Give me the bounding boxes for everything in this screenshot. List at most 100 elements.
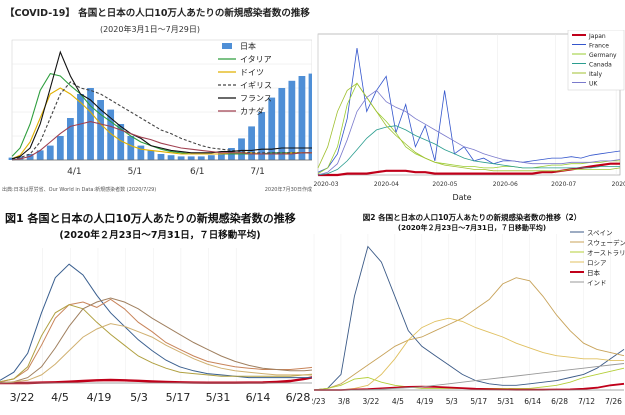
chart3-x-tick-label: 4/5 [51, 391, 69, 404]
chart2-legend-label: Japan [588, 33, 606, 40]
chart1-bar [288, 80, 296, 160]
chart3-x-tick-label: 5/3 [130, 391, 148, 404]
chart2-legend-label: France [589, 43, 609, 50]
chart2-x-tick-label: 2020-03 [313, 181, 338, 188]
chart4-legend-label: ロシア [587, 259, 607, 267]
chart1-subtitle: (2020年3月1日～7月29日) [100, 24, 200, 34]
chart1-bar [127, 136, 135, 160]
chart1-bar [238, 138, 245, 160]
chart3-series-line [0, 323, 318, 384]
chart3-x-tick-label: 6/14 [246, 391, 271, 404]
chart1-legend-label: 日本 [240, 41, 256, 51]
chart1-plot: 4/1 5/1 6/1 7/1 [8, 39, 316, 177]
chart3-series-line [0, 298, 318, 383]
chart2-x-tick-label: 2020-04 [374, 181, 399, 188]
chart4-legend-label: スペイン [587, 229, 613, 237]
chart1-footer: 2020年7月30日作成 [265, 186, 312, 193]
chart2-x-tick-label: 2020-05 [432, 181, 457, 188]
chart1-legend-label: ドイツ [240, 68, 264, 77]
chart4-x-tick-label: 7/12 [578, 397, 595, 406]
chart1-bar [97, 100, 104, 160]
chart1-legend-label: カナダ [240, 106, 264, 116]
chart3-svg: 図1 各国と日本の人口10万人あたりの新規感染者数の推移 (2020年２月23日… [0, 211, 318, 404]
chart4-subtitle: (2020年２月23日～7月31日，７日移動平均) [398, 223, 546, 232]
chart3-series-line [0, 304, 318, 383]
chart4-x-tick-label: 5/17 [470, 397, 487, 406]
chart1-bar [248, 126, 255, 160]
chart4-x-tick-label: 5/31 [497, 397, 514, 406]
chart1-bar [268, 97, 276, 160]
chart4-plot: 2/23 3/8 3/22 4/5 4/19 5/3 5/17 5/31 6/14 6/28 7/1… [312, 234, 625, 406]
chart1-x-tick-label: 5/1 [128, 167, 142, 177]
chart1-bar [137, 145, 145, 160]
chart4-legend-label: スウェーデン [587, 238, 625, 247]
chart1-bar [197, 156, 205, 160]
chart2-series-line [317, 48, 621, 173]
chart3-series-line [0, 263, 318, 381]
chart4-series-line [314, 382, 625, 391]
chart3-x-tick-label: 3/22 [10, 391, 35, 404]
chart2-legend-label: Italy [589, 71, 602, 78]
chart2-legend-label: Canada [589, 62, 612, 69]
chart2-legend: Japan France Germany Canada Italy UK [567, 30, 625, 91]
chart3-series-line [0, 297, 318, 384]
chart1-x-tick-label: 7/1 [250, 167, 264, 177]
chart3-x-tick-label: 5/31 [206, 391, 231, 404]
chart4-legend-label: 日本 [587, 268, 601, 277]
chart4-x-tick-label: 4/19 [416, 397, 433, 406]
chart-panel-3: 図1 各国と日本の人口10万人あたりの新規感染者数の推移 (2020年２月23日… [0, 203, 318, 415]
chart1-x-tick-label: 6/1 [190, 167, 204, 177]
chart4-x-tick-label: 5/3 [446, 397, 458, 406]
chart1-series-line [11, 81, 312, 160]
chart1-x-tick-label: 4/1 [67, 167, 81, 177]
chart2-x-tick-label: 2020-06 [493, 181, 518, 188]
chart-panel-4: 図2 各国と日本の人口10万人あたりの新規感染者数の推移（2） (2020年２月… [312, 210, 625, 415]
chart1-bar [77, 94, 84, 160]
chart1-svg: 【COVID-19】 各国と日本の人口10万人あたりの新規感染者数の推移 (20… [2, 7, 316, 193]
chart1-bar [16, 156, 24, 160]
chart1-title: 【COVID-19】 各国と日本の人口10万人あたりの新規感染者数の推移 [5, 7, 310, 19]
chart1-bar [36, 150, 44, 160]
chart2-series-line [317, 125, 620, 176]
chart1-bar [157, 154, 165, 160]
chart4-title: 図2 各国と日本の人口10万人あたりの新規感染者数の推移（2） [363, 212, 581, 222]
chart4-legend-label: オーストラリア [587, 249, 625, 257]
chart1-bar [147, 150, 155, 160]
chart2-legend-box [567, 30, 625, 91]
chart1-bar [107, 109, 115, 160]
chart4-legend-label: インド [587, 279, 607, 287]
chart4-series-line [313, 245, 625, 391]
chart1-bar [167, 155, 175, 160]
chart2-x-tick-label: 2020-07 [551, 181, 576, 188]
chart1-bar [117, 124, 125, 160]
chart1-bar [56, 136, 64, 160]
chart1-bar [67, 118, 74, 160]
chart4-series-line [313, 277, 625, 391]
chart3-x-tick-label: 4/19 [87, 391, 112, 404]
chart2-x-tick-label: 2020-08 [612, 181, 625, 188]
chart3-x-tick-label: 5/17 [166, 391, 191, 404]
chart4-x-tick-label: 4/5 [392, 397, 404, 406]
chart-panel-1: 【COVID-19】 各国と日本の人口10万人あたりの新規感染者数の推移 (20… [0, 0, 318, 203]
chart1-series-line [11, 50, 312, 160]
chart1-bar [278, 88, 286, 160]
chart2-series-line [317, 82, 621, 172]
chart2-series-line [317, 89, 621, 176]
chart1-series-line [11, 121, 312, 161]
chart3-subtitle: (2020年２月23日～7月31日，７日移動平均) [59, 229, 260, 241]
chart1-source: 出典:日本は厚労省、Our World in Data:新規感染者数 (2020… [2, 186, 156, 193]
chart2-xlabel: Date [452, 193, 471, 202]
chart1-bar [298, 76, 306, 160]
chart3-plot: 3/22 4/5 4/19 5/3 5/17 5/31 6/14 6/28 [0, 248, 318, 404]
chart1-legend-label: イタリア [240, 55, 272, 64]
chart4-x-tick-label: 6/28 [551, 397, 568, 406]
chart1-legend-label: イギリス [240, 81, 272, 90]
chart1-bar [218, 152, 225, 160]
chart1-bar [177, 156, 185, 160]
chart1-legend-swatch [222, 43, 232, 49]
chart3-series-line [0, 375, 318, 385]
chart4-x-tick-label: 3/22 [362, 397, 379, 406]
chart2-legend-label: Germany [589, 52, 617, 59]
chart2-svg: 2020-03 2020-04 2020-05 2020-06 2020-07 2020-… [313, 30, 625, 202]
